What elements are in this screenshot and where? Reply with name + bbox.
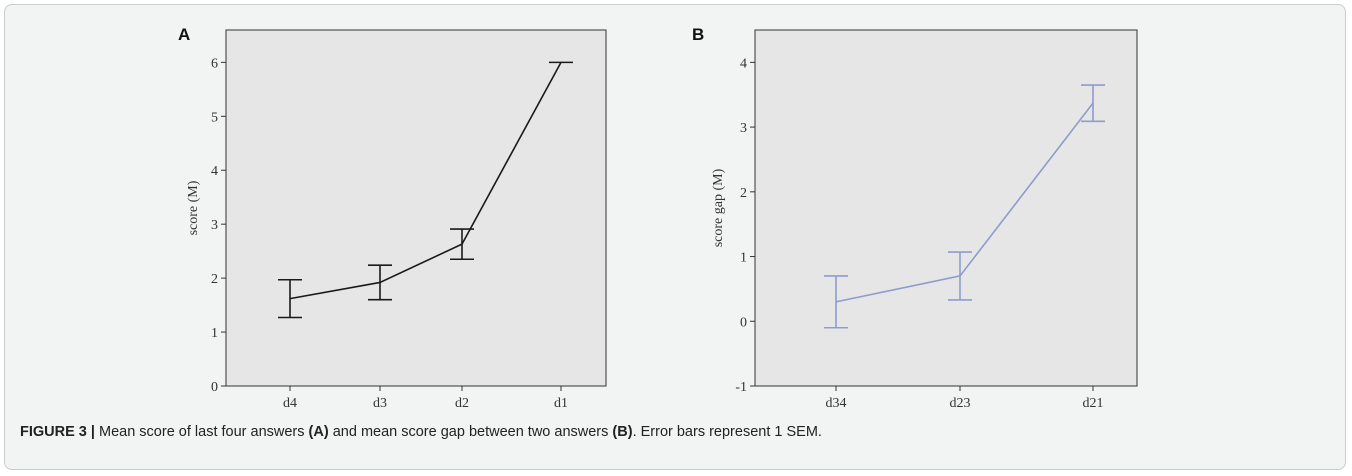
panel-a-error-bar [278,278,302,319]
panel-a-y-tick-label: 2 [211,272,218,287]
panel-a-plot-area [225,29,607,387]
panel-a-x-tick-label: d2 [455,396,469,411]
panel-b-x-tick-label: d34 [826,396,847,411]
panel-a-x-tick-label: d1 [554,396,568,411]
panel-a-chart: score (M) 0 1 2 3 4 5 6 d4 d3 d2 d1 [186,29,607,411]
panel-a-error-bar [368,264,392,301]
figure-caption: FIGURE 3 | Mean score of last four answe… [20,424,1320,440]
panel-b-x-tick-label: d23 [950,396,971,411]
panel-a-y-tick-label: 6 [211,56,218,71]
caption-panel-a-ref: (A) [308,424,329,440]
panel-b-error-bar [948,251,972,301]
panel-b-y-tick-label: -1 [735,380,747,395]
panel-a-x-tick-label: d4 [283,396,297,411]
caption-text-3: . Error bars represent 1 SEM. [632,424,822,440]
panel-b-letter: B [692,25,704,44]
panel-a-x-tick-label: d3 [373,396,387,411]
caption-text-2: and mean score gap between two answers [332,424,609,440]
caption-figure-label: FIGURE 3 [20,424,87,440]
caption-text-1: Mean score of last four answers [99,424,305,440]
panel-a-letter: A [178,25,190,44]
panel-a-y-tick-label: 3 [211,218,218,233]
panel-a-error-bar [450,228,474,261]
panel-b-y-tick-label: 2 [740,186,747,201]
panel-b-x-tick-label: d21 [1083,396,1104,411]
panel-b-y-tick-label: 4 [740,56,747,71]
panel-a-y-tick-label: 1 [211,326,218,341]
panel-b-y-tick-label: 0 [740,315,747,330]
panel-a-y-tick-label: 5 [211,110,218,125]
panel-b-error-bar [824,275,848,329]
panel-b-y-tick-label: 1 [740,251,747,266]
panel-b-y-tick-label: 3 [740,121,747,136]
panel-a-series-line [289,61,562,300]
panel-a-y-axis-label: score (M) [186,180,201,235]
panel-b-plot-area [754,29,1138,387]
panel-b-error-bar [1081,84,1105,123]
panel-b-y-axis-label: score gap (M) [711,168,726,247]
panel-a-y-tick-label: 0 [211,380,218,395]
panel-b-chart: score gap (M) -1 0 1 2 3 4 d34 d23 d21 [711,29,1138,411]
caption-separator: | [90,424,95,440]
figure-canvas: A B score (M) 0 1 2 3 4 5 6 d4 d3 d2 d1 score gap … [178,25,1138,411]
caption-panel-b-ref: (B) [612,424,633,440]
panel-a-y-tick-label: 4 [211,164,218,179]
